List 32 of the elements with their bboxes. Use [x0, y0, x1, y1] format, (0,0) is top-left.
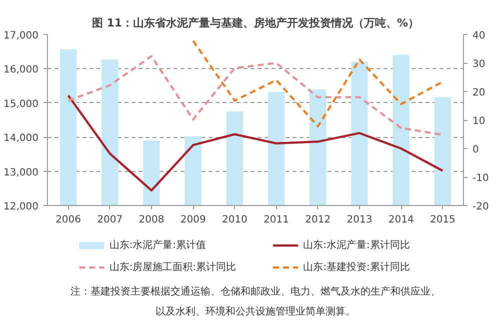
x-tick-label: 2013	[346, 214, 372, 226]
x-tick-label: 2010	[222, 214, 248, 226]
y-tick-label: 16,000	[4, 64, 39, 76]
x-tick-label: 2006	[56, 214, 82, 226]
y2-tick-label: 40	[472, 30, 486, 42]
y2-tick-label: 20	[472, 88, 486, 98]
text: 以及水利、环境和公共设施管理业简单测算。	[156, 306, 356, 318]
y-tick-label: 12,000	[4, 202, 39, 212]
y2-tick-label: 30	[472, 59, 486, 70]
x-tick-label: 2012	[305, 214, 331, 226]
x-tick-label: 2014	[388, 214, 414, 226]
y2-tick-label: 10	[472, 116, 486, 127]
y-tick-label: 17,000	[4, 30, 39, 42]
x-tick-label: 2015	[430, 214, 456, 226]
x-tick-label: 2009	[180, 214, 206, 226]
y2-tick-label: -20	[472, 202, 489, 212]
y2-tick-label: 0	[472, 144, 479, 156]
x-tick-label: 2007	[97, 214, 123, 226]
x-tick-label: 2008	[138, 214, 164, 226]
legend-label: 山东:水泥产量:累计同比	[303, 239, 410, 251]
chart-title: 图 11：山东省水泥产量与基建、房地产开发投资情况（万吨、%）	[92, 16, 420, 30]
line-series	[192, 40, 444, 128]
legend-label: 山东:房屋施工面积:累计同比	[109, 261, 236, 273]
y-tick-label: 13,000	[4, 167, 39, 178]
text: 注：基建投资主要根据交通运输、仓储和邮政业、电力、燃气及水的生产和供应业、	[70, 286, 440, 298]
x-tick-label: 2011	[264, 214, 290, 226]
y-tick-label: 15,000	[4, 98, 39, 110]
y-tick-label: 14,000	[4, 133, 39, 144]
legend-label: 山东:水泥产量:累计值	[109, 239, 206, 251]
legend-label: 山东:基建投资:累计同比	[303, 261, 410, 273]
y2-tick-label: -10	[472, 173, 489, 184]
line-series	[67, 94, 444, 192]
